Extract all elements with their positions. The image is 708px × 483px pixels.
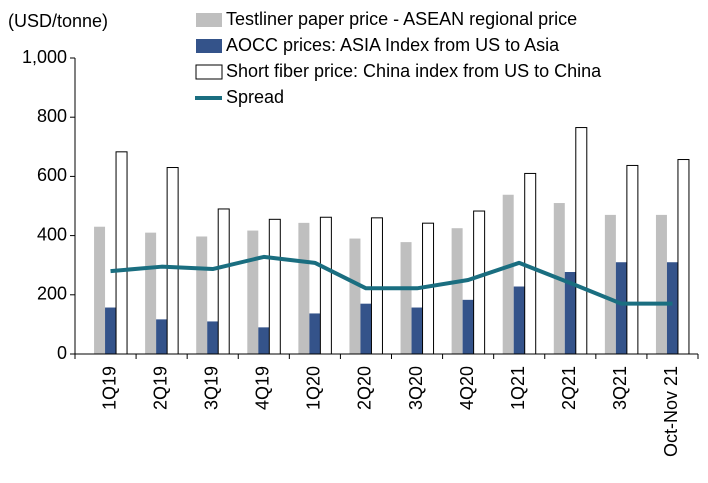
bar (370, 217, 383, 355)
bar (473, 210, 486, 355)
bar (115, 151, 128, 355)
bar (217, 208, 230, 355)
legend-swatch (196, 13, 222, 27)
bar (94, 226, 106, 354)
legend-swatch (195, 64, 223, 80)
bar (298, 222, 310, 354)
y-tick-label: 400 (37, 224, 67, 244)
bar (655, 214, 667, 354)
bar (247, 230, 259, 354)
bar (462, 299, 474, 354)
y-tick-label: 0 (57, 343, 67, 363)
bar (319, 216, 332, 355)
bar (258, 327, 270, 354)
x-tick-label: 1Q20 (304, 366, 324, 410)
bar (513, 286, 525, 354)
x-tick-label: 3Q21 (610, 366, 630, 410)
x-tick-label: Oct-Nov 21 (661, 366, 681, 457)
legend-swatch (196, 39, 222, 53)
y-axis-label: (USD/tonne) (8, 11, 108, 31)
legend-label: Testliner paper price - ASEAN regional p… (226, 9, 577, 29)
x-tick-label: 3Q20 (406, 366, 426, 410)
bar (411, 307, 423, 354)
bar (400, 242, 412, 354)
y-tick-label: 1,000 (22, 47, 67, 67)
bar (677, 159, 690, 355)
bar (360, 303, 372, 354)
x-tick-label: 1Q21 (508, 366, 528, 410)
bar (145, 232, 157, 354)
legend-label: Short fiber price: China index from US t… (226, 61, 602, 81)
bar (105, 307, 117, 354)
bar (349, 238, 361, 354)
bar (268, 218, 281, 355)
y-tick-label: 800 (37, 106, 67, 126)
bar (575, 127, 588, 355)
x-tick-label: 4Q19 (253, 366, 273, 410)
bar (166, 167, 179, 355)
bar (604, 214, 616, 354)
y-tick-label: 600 (37, 165, 67, 185)
legend-label: Spread (226, 87, 284, 107)
bar (564, 272, 576, 354)
x-tick-label: 3Q19 (201, 366, 221, 410)
bar (626, 164, 639, 355)
bar (502, 194, 514, 354)
x-tick-label: 2Q20 (355, 366, 375, 410)
bar (309, 313, 321, 354)
x-tick-label: 2Q21 (559, 366, 579, 410)
x-tick-label: 1Q19 (99, 366, 119, 410)
y-tick-label: 200 (37, 284, 67, 304)
x-tick-label: 4Q20 (457, 366, 477, 410)
bar (156, 319, 168, 354)
bar (207, 321, 219, 354)
legend-label: AOCC prices: ASIA Index from US to Asia (226, 35, 560, 55)
bar (196, 236, 208, 354)
bar (666, 262, 678, 354)
x-tick-label: 2Q19 (150, 366, 170, 410)
bar (615, 262, 627, 354)
bar (451, 228, 463, 354)
line (110, 254, 673, 306)
